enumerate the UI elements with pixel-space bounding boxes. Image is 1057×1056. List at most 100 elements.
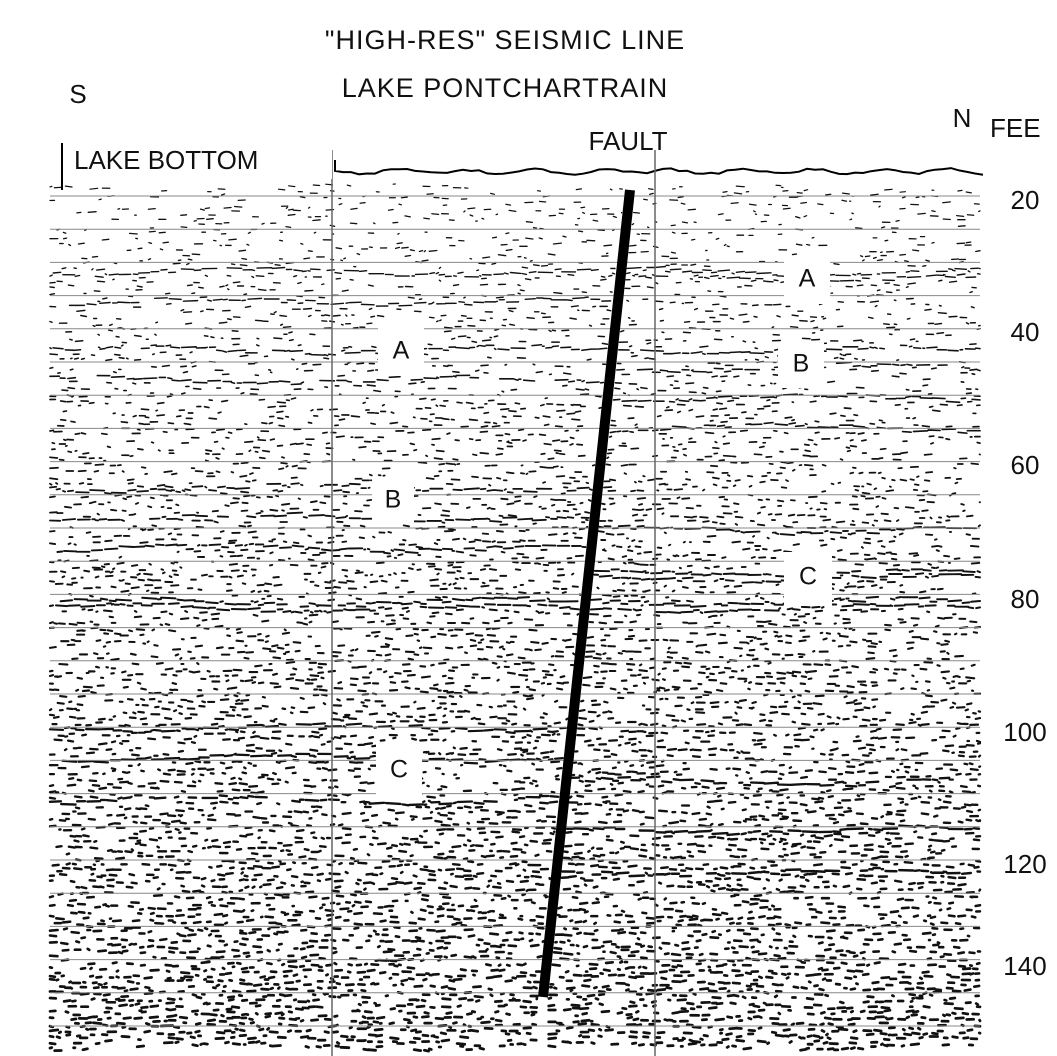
reflector-row bbox=[108, 614, 978, 626]
reflector-row bbox=[56, 698, 973, 711]
reflector-row bbox=[48, 991, 981, 1005]
reflector-row bbox=[49, 343, 981, 357]
depth-unit: FEE bbox=[990, 113, 1041, 143]
reflector-row bbox=[56, 865, 982, 879]
reflector-row bbox=[48, 812, 980, 825]
reflector-row bbox=[80, 308, 947, 320]
reflector-row bbox=[111, 213, 966, 224]
reflector-row bbox=[49, 397, 981, 410]
reflector-row bbox=[48, 932, 969, 945]
reflector-row bbox=[65, 847, 946, 861]
reflector-row bbox=[63, 435, 981, 446]
label-box bbox=[378, 328, 424, 376]
reflector-row bbox=[58, 237, 972, 247]
reflector-row bbox=[49, 476, 959, 489]
label-box bbox=[778, 342, 824, 388]
reflector-row bbox=[74, 800, 979, 812]
reflector-row bbox=[48, 764, 982, 776]
reflector-row bbox=[48, 914, 962, 927]
reflector-row bbox=[48, 673, 972, 687]
seismic-reflectors bbox=[48, 160, 984, 1053]
reflector-row bbox=[49, 194, 980, 206]
reflector-row bbox=[49, 272, 981, 284]
horizon-label: C bbox=[799, 563, 817, 591]
reflector-row bbox=[126, 242, 972, 254]
reflector-row bbox=[49, 265, 981, 278]
reflector-row bbox=[48, 722, 971, 735]
north-label: N bbox=[953, 103, 972, 133]
reflector-row bbox=[69, 829, 982, 842]
reflector-row bbox=[60, 955, 981, 968]
reflector-row bbox=[49, 284, 977, 296]
reflector-row bbox=[53, 733, 982, 747]
reflector-row bbox=[68, 589, 977, 603]
reflector-row bbox=[73, 835, 981, 849]
fault-line bbox=[538, 189, 635, 998]
reflector-row bbox=[49, 482, 929, 495]
title: "HIGH-RES" SEISMIC LINE bbox=[325, 25, 685, 55]
reflector-row bbox=[69, 331, 952, 344]
reflector-row bbox=[58, 979, 981, 993]
reflector-row bbox=[48, 1021, 982, 1036]
reflector-row bbox=[68, 380, 979, 392]
label-box bbox=[784, 256, 830, 304]
reflector-row bbox=[49, 602, 981, 614]
reflector-row bbox=[49, 511, 974, 524]
reflector-row bbox=[55, 841, 981, 854]
reflector-row bbox=[61, 944, 982, 957]
reflector-row bbox=[86, 548, 940, 560]
reflector-row bbox=[48, 710, 982, 723]
reflector-row bbox=[57, 889, 979, 901]
horizon-label: A bbox=[393, 337, 410, 365]
reflector-row bbox=[107, 189, 939, 199]
reflector-row bbox=[51, 859, 980, 872]
reflector-row bbox=[57, 368, 976, 378]
reflector-row bbox=[49, 470, 962, 482]
reflector-row bbox=[73, 494, 935, 506]
reflector-row bbox=[49, 278, 958, 289]
reflector-row bbox=[48, 973, 981, 987]
reflector-row bbox=[49, 452, 968, 464]
fault-label: FAULT bbox=[589, 126, 668, 156]
reflector-row bbox=[49, 464, 934, 476]
reflector-row bbox=[48, 1027, 982, 1041]
reflector-row bbox=[75, 631, 951, 644]
lake-bottom-line bbox=[334, 160, 984, 176]
reflector-row bbox=[63, 500, 981, 513]
reflector-row bbox=[49, 296, 914, 308]
reflector-row bbox=[78, 650, 964, 662]
reflector-row bbox=[48, 643, 950, 656]
reflector-row bbox=[48, 1040, 975, 1053]
reflector-row bbox=[48, 668, 976, 681]
reflector-row bbox=[48, 950, 968, 963]
depth-tick-label: 20 bbox=[1011, 185, 1040, 215]
horizon-label: B bbox=[793, 350, 810, 378]
reflector-row bbox=[49, 231, 926, 242]
reflector-row bbox=[62, 410, 917, 422]
reflector-row bbox=[48, 818, 982, 831]
reflector-row bbox=[49, 392, 981, 404]
reflector-row bbox=[49, 506, 966, 518]
subtitle: LAKE PONTCHARTRAIN bbox=[342, 73, 669, 103]
reflector-row bbox=[48, 877, 967, 890]
horizon-label: B bbox=[385, 486, 402, 514]
reflector-row bbox=[61, 607, 957, 620]
reflector-row bbox=[48, 1004, 982, 1017]
label-box bbox=[372, 478, 414, 524]
reflector-row bbox=[75, 884, 982, 897]
reflector-row bbox=[76, 206, 981, 218]
south-label: S bbox=[69, 79, 86, 109]
reflector-row bbox=[68, 770, 982, 783]
label-box bbox=[376, 744, 422, 800]
lake-bottom-label: LAKE BOTTOM bbox=[74, 145, 258, 175]
reflector-row bbox=[48, 895, 982, 908]
reflector-row bbox=[63, 739, 982, 752]
reflector-row bbox=[48, 968, 981, 981]
label-box bbox=[784, 552, 832, 606]
reflector-row bbox=[49, 374, 965, 387]
reflector-row bbox=[117, 201, 936, 213]
reflector-row bbox=[51, 715, 980, 728]
reflector-row bbox=[92, 321, 981, 332]
depth-tick-label: 60 bbox=[1011, 450, 1040, 480]
